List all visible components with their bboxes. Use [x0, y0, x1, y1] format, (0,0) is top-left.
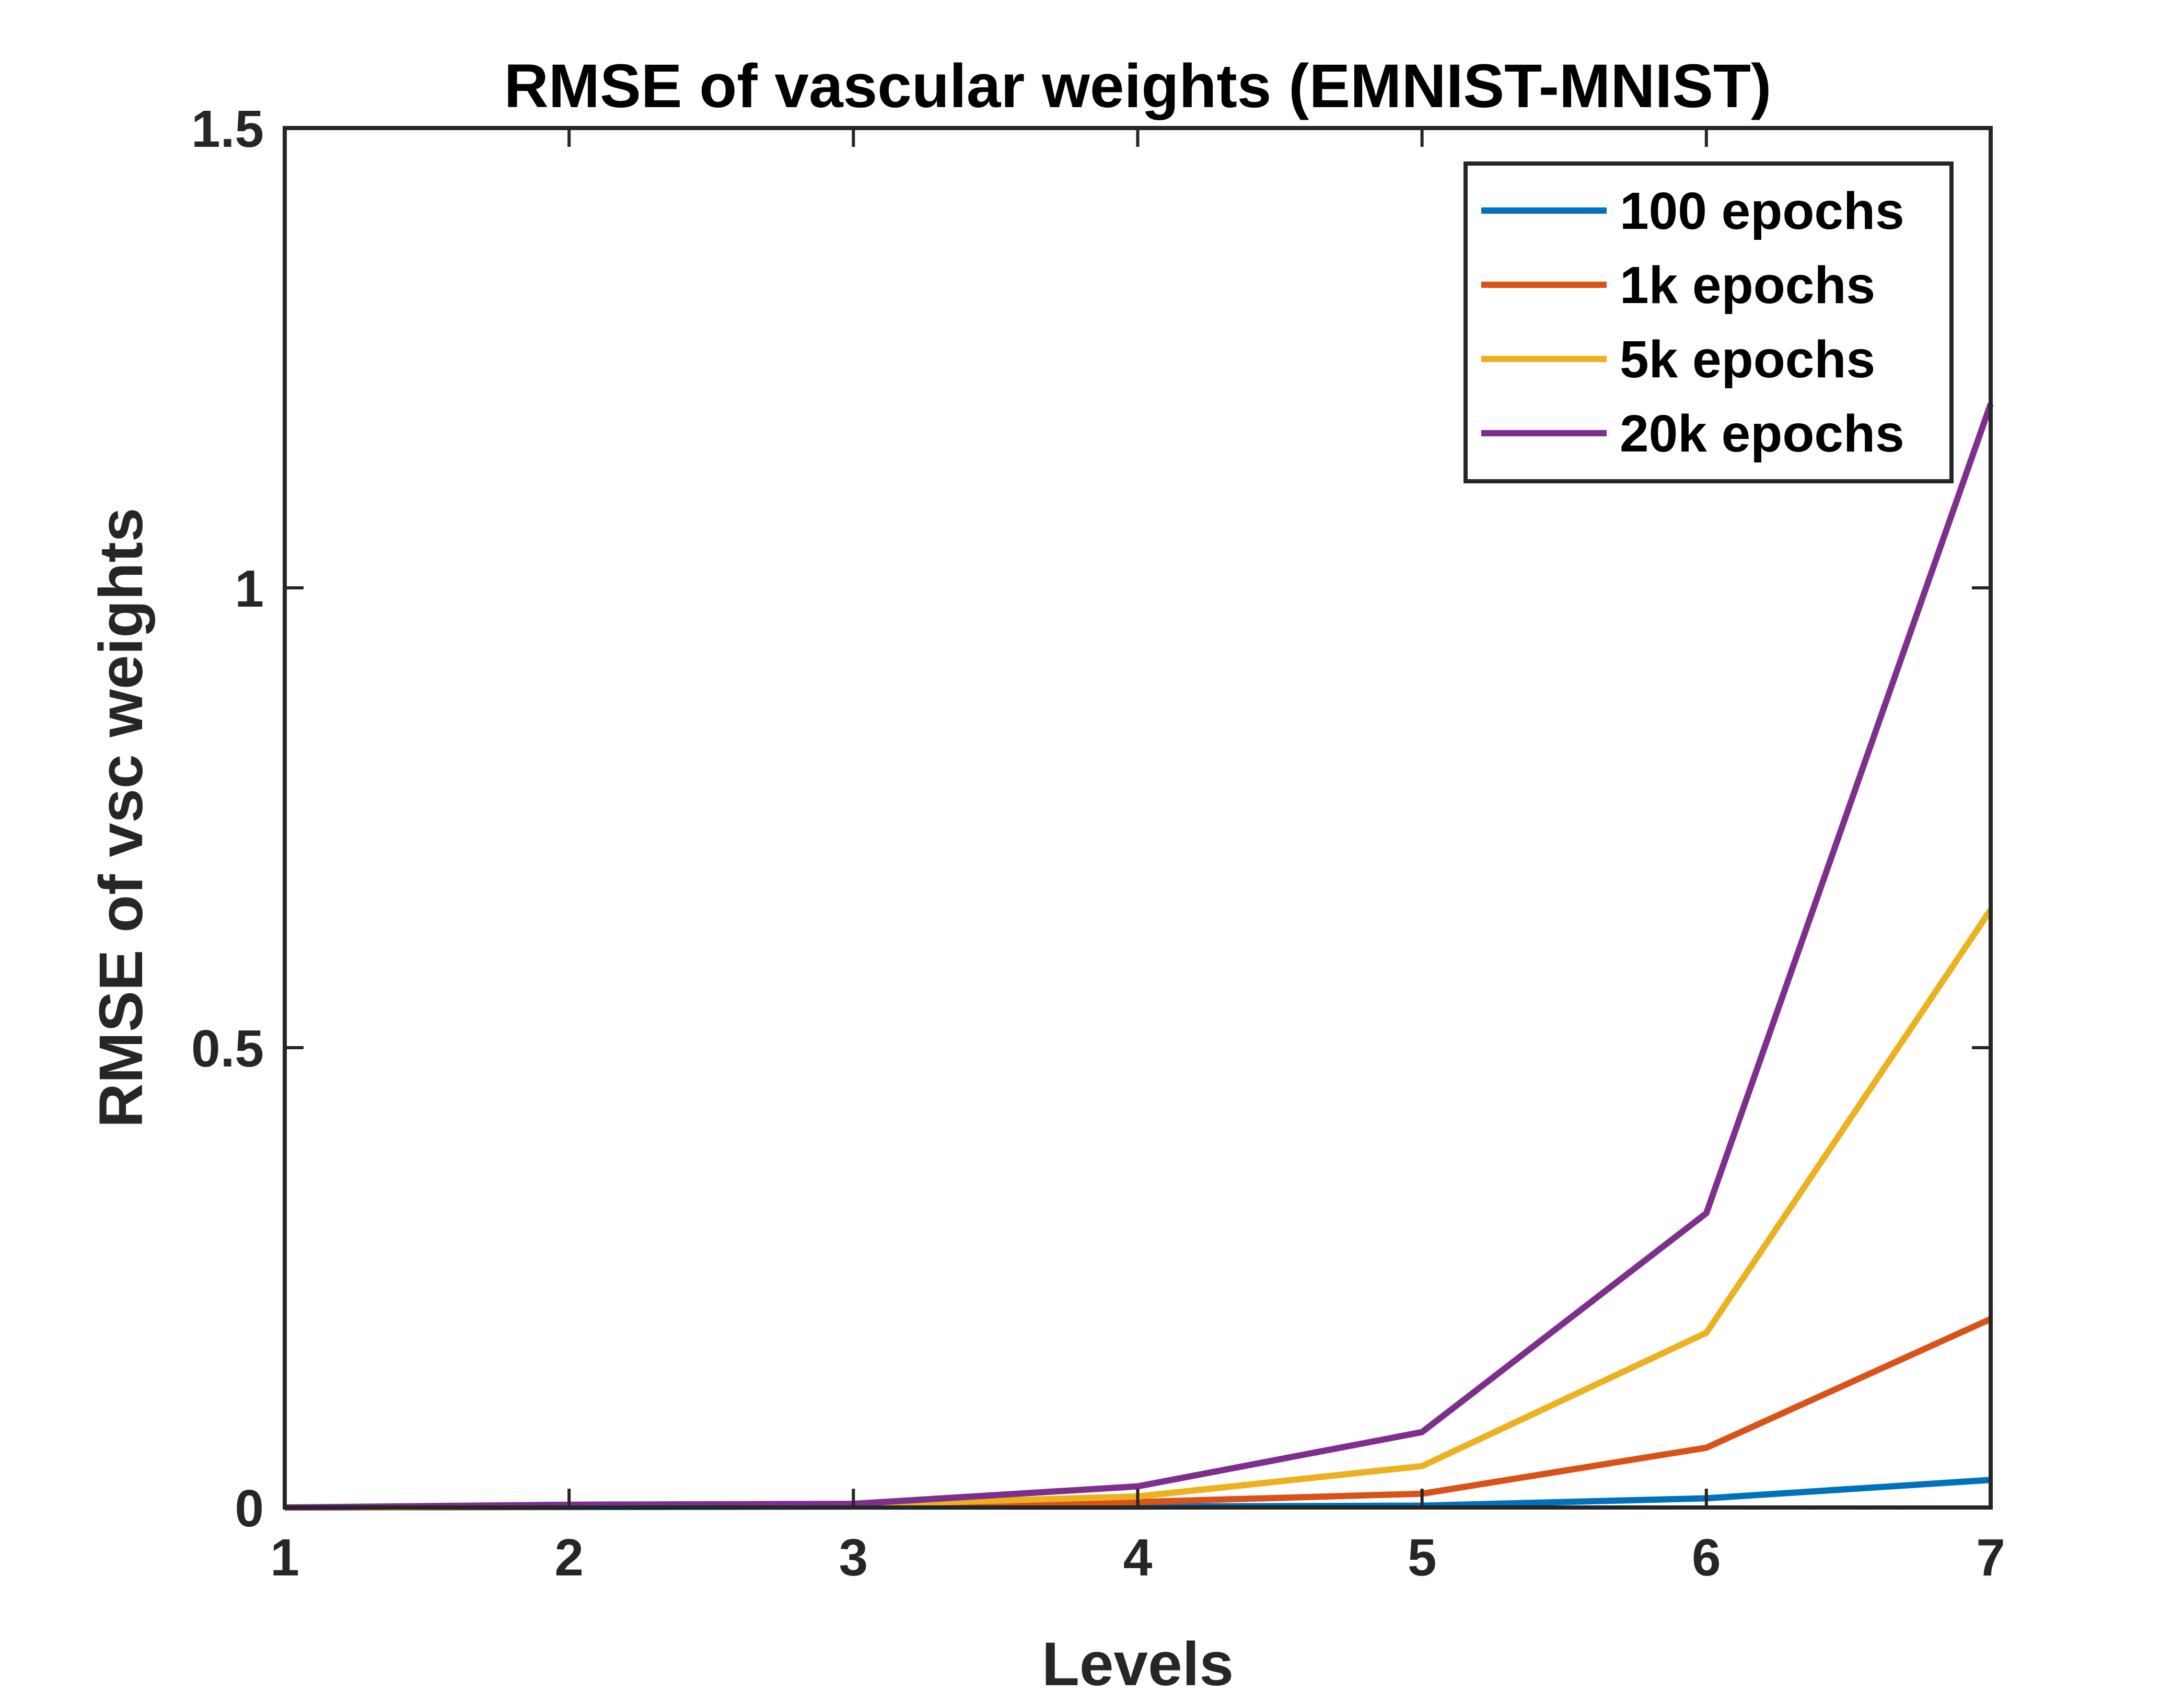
legend: 100 epochs 1k epochs 5k epochs 20k epochs	[1463, 161, 1954, 483]
legend-box	[1463, 161, 1954, 483]
legend-entry-label: 1k epochs	[1620, 256, 1875, 315]
x-tick-label: 7	[1976, 1528, 2005, 1587]
x-tick-label: 5	[1408, 1528, 1437, 1587]
y-tick-label: 0	[235, 1479, 264, 1538]
y-tick-label: 1.5	[191, 100, 264, 158]
legend-entry-label: 5k epochs	[1620, 330, 1875, 389]
legend-entry-label: 20k epochs	[1620, 404, 1904, 463]
y-tick-label: 0.5	[191, 1019, 264, 1078]
y-axis-label: RMSE of vsc weights	[87, 508, 156, 1128]
y-tick-label: 1	[235, 560, 264, 618]
x-axis-label: Levels	[1042, 1630, 1234, 1693]
x-tick-label: 3	[839, 1528, 868, 1587]
legend-entry-label: 100 epochs	[1620, 182, 1904, 240]
x-tick-label: 6	[1692, 1528, 1721, 1587]
x-tick-label: 2	[554, 1528, 584, 1587]
chart-title: RMSE of vascular weights (EMNIST-MNIST)	[504, 52, 1772, 121]
x-tick-label: 4	[1123, 1528, 1153, 1587]
axis-ticks: 1 2 3 4 5 6 7 0 0.5 1 1.5	[191, 100, 2005, 1587]
x-tick-label: 1	[270, 1528, 299, 1587]
